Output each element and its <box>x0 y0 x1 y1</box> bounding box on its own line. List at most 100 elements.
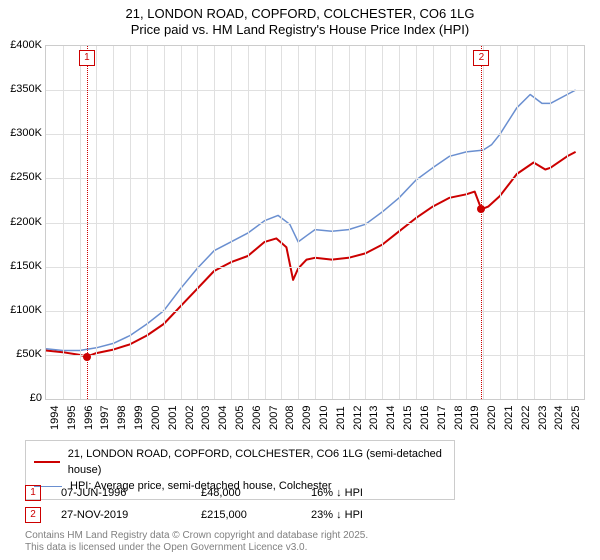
gridline-vertical <box>349 46 350 399</box>
x-tick-label: 2002 <box>184 406 196 430</box>
gridline-vertical <box>550 46 551 399</box>
x-tick-label: 1998 <box>116 406 128 430</box>
gridline-vertical <box>96 46 97 399</box>
gridline-vertical <box>80 46 81 399</box>
x-tick-label: 2009 <box>301 406 313 430</box>
y-tick-label: £400K <box>2 39 42 51</box>
gridline-vertical <box>265 46 266 399</box>
x-tick-label: 2011 <box>335 406 347 430</box>
gridline-vertical <box>382 46 383 399</box>
sale-badge: 1 <box>25 485 41 501</box>
y-tick-label: £0 <box>2 392 42 404</box>
x-tick-label: 2019 <box>469 406 481 430</box>
x-tick-label: 2008 <box>284 406 296 430</box>
sales-table: 1 07-JUN-1996 £48,000 16% ↓ HPI 2 27-NOV… <box>25 482 411 526</box>
gridline-vertical <box>332 46 333 399</box>
x-tick-label: 2024 <box>553 406 565 430</box>
x-tick-label: 2001 <box>167 406 179 430</box>
x-tick-label: 2021 <box>503 406 515 430</box>
x-tick-label: 2018 <box>453 406 465 430</box>
x-tick-label: 2016 <box>419 406 431 430</box>
sale-marker-line <box>481 46 482 399</box>
x-tick-label: 1994 <box>49 406 61 430</box>
x-tick-label: 2022 <box>520 406 532 430</box>
gridline-vertical <box>500 46 501 399</box>
x-tick-label: 2000 <box>150 406 162 430</box>
x-tick-label: 2003 <box>200 406 212 430</box>
gridline-vertical <box>433 46 434 399</box>
x-tick-label: 2015 <box>402 406 414 430</box>
gridline-vertical <box>365 46 366 399</box>
x-tick-label: 2006 <box>251 406 263 430</box>
sale-marker-dot <box>477 205 485 213</box>
title-line-2: Price paid vs. HM Land Registry's House … <box>0 22 600 38</box>
sale-badge: 2 <box>25 507 41 523</box>
gridline-vertical <box>416 46 417 399</box>
attribution-line-2: This data is licensed under the Open Gov… <box>25 542 368 554</box>
x-tick-label: 2014 <box>385 406 397 430</box>
x-tick-label: 2007 <box>268 406 280 430</box>
chart-title: 21, LONDON ROAD, COPFORD, COLCHESTER, CO… <box>0 0 600 39</box>
gridline-vertical <box>248 46 249 399</box>
gridline-vertical <box>281 46 282 399</box>
sale-date: 27-NOV-2019 <box>61 509 201 521</box>
gridline-vertical <box>315 46 316 399</box>
sales-row: 2 27-NOV-2019 £215,000 23% ↓ HPI <box>25 504 411 526</box>
gridline-vertical <box>534 46 535 399</box>
attribution: Contains HM Land Registry data © Crown c… <box>25 530 368 553</box>
title-line-1: 21, LONDON ROAD, COPFORD, COLCHESTER, CO… <box>0 6 600 22</box>
sale-marker-dot <box>83 353 91 361</box>
sale-marker-badge: 2 <box>473 50 489 66</box>
y-tick-label: £300K <box>2 127 42 139</box>
legend-item-price-paid: 21, LONDON ROAD, COPFORD, COLCHESTER, CO… <box>34 446 446 478</box>
gridline-vertical <box>450 46 451 399</box>
gridline-vertical <box>466 46 467 399</box>
gridline-vertical <box>231 46 232 399</box>
x-tick-label: 1996 <box>83 406 95 430</box>
gridline-vertical <box>483 46 484 399</box>
sales-row: 1 07-JUN-1996 £48,000 16% ↓ HPI <box>25 482 411 504</box>
x-tick-label: 2005 <box>234 406 246 430</box>
x-tick-label: 2025 <box>570 406 582 430</box>
y-tick-label: £150K <box>2 260 42 272</box>
gridline-vertical <box>164 46 165 399</box>
sale-marker-badge: 1 <box>79 50 95 66</box>
y-tick-label: £100K <box>2 304 42 316</box>
x-tick-label: 1999 <box>133 406 145 430</box>
legend-swatch-price-paid <box>34 461 60 463</box>
x-tick-label: 2010 <box>318 406 330 430</box>
x-tick-label: 2020 <box>486 406 498 430</box>
gridline-vertical <box>214 46 215 399</box>
sale-marker-line <box>87 46 88 399</box>
y-tick-label: £50K <box>2 348 42 360</box>
legend-label-price-paid: 21, LONDON ROAD, COPFORD, COLCHESTER, CO… <box>68 446 446 478</box>
x-tick-label: 2004 <box>217 406 229 430</box>
x-tick-label: 2012 <box>352 406 364 430</box>
gridline-vertical <box>197 46 198 399</box>
gridline-vertical <box>181 46 182 399</box>
y-tick-label: £200K <box>2 216 42 228</box>
gridline-vertical <box>517 46 518 399</box>
x-tick-label: 2017 <box>436 406 448 430</box>
sale-delta: 16% ↓ HPI <box>311 487 411 499</box>
series-line-price_paid <box>46 152 576 357</box>
x-tick-label: 1997 <box>99 406 111 430</box>
y-tick-label: £250K <box>2 171 42 183</box>
sale-date: 07-JUN-1996 <box>61 487 201 499</box>
gridline-vertical <box>63 46 64 399</box>
sale-price: £215,000 <box>201 509 311 521</box>
y-tick-label: £350K <box>2 83 42 95</box>
sale-delta: 23% ↓ HPI <box>311 509 411 521</box>
sale-price: £48,000 <box>201 487 311 499</box>
gridline-vertical <box>399 46 400 399</box>
x-tick-label: 2023 <box>537 406 549 430</box>
gridline-vertical <box>147 46 148 399</box>
gridline-vertical <box>130 46 131 399</box>
plot-area: 12 <box>45 45 585 400</box>
gridline-vertical <box>298 46 299 399</box>
gridline-vertical <box>113 46 114 399</box>
attribution-line-1: Contains HM Land Registry data © Crown c… <box>25 530 368 542</box>
gridline-vertical <box>567 46 568 399</box>
x-tick-label: 2013 <box>368 406 380 430</box>
x-tick-label: 1995 <box>66 406 78 430</box>
